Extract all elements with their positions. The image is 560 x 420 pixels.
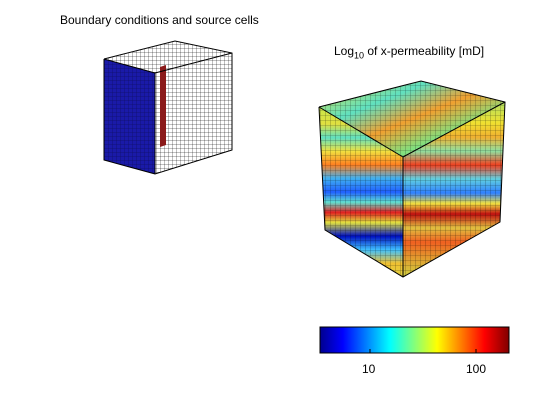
cube-top-grid [104, 41, 232, 73]
perm-left-grid [319, 107, 403, 277]
right-plot-title: Log10 of x-permeability [mD] [334, 44, 484, 60]
colorbar-gradient [319, 326, 510, 354]
left-plot-title: Boundary conditions and source cells [60, 13, 259, 27]
boundary-face-left-grid [104, 59, 155, 174]
cube-edge-top [103, 58, 156, 74]
cube-outline [103, 40, 233, 175]
perm-top-grid [319, 81, 505, 157]
colorbar [319, 326, 510, 354]
permeability-cube [318, 80, 506, 278]
colorbar-tick-label: 100 [466, 362, 487, 376]
perm-outline [318, 80, 506, 278]
title-suffix: of x-permeability [mD] [364, 44, 485, 58]
source-cells [160, 65, 166, 147]
title-log: Log [334, 44, 355, 58]
perm-edge-top2 [402, 101, 506, 158]
boundary-cube [103, 40, 233, 175]
cube-front-grid [155, 53, 232, 174]
colorbar-tick-label: 10 [362, 362, 376, 376]
title-subscript: 10 [354, 50, 365, 61]
perm-edge-top1 [318, 106, 404, 158]
cube-edge-top2 [154, 52, 233, 74]
